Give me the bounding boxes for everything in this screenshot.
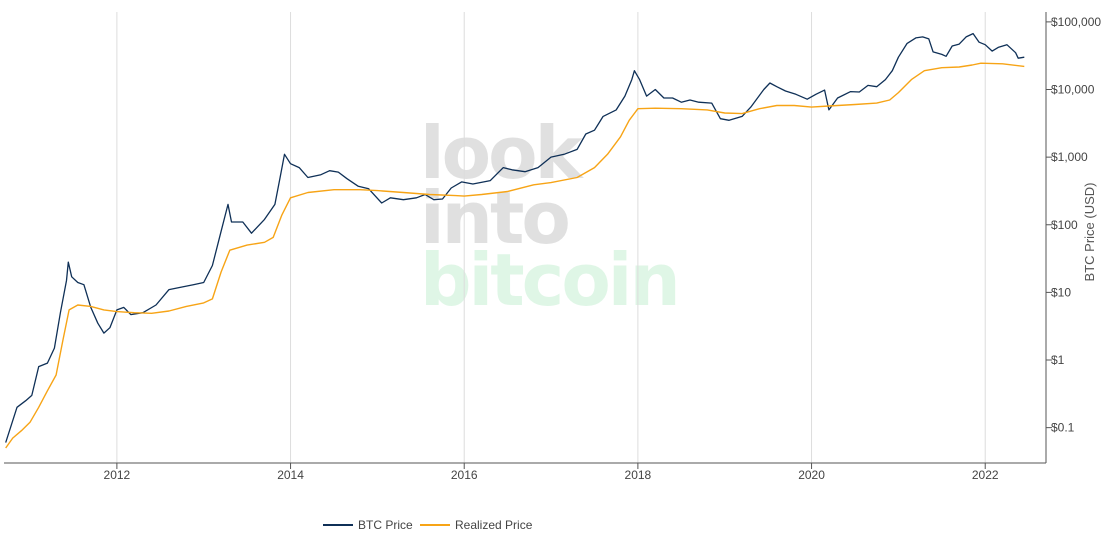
- legend-label-realized-price: Realized Price: [455, 518, 533, 532]
- x-tick-label-2016: 2016: [451, 468, 478, 482]
- legend-item-btc-price[interactable]: BTC Price: [323, 518, 413, 532]
- y-tick-label-5: $10,000: [1051, 83, 1095, 97]
- legend[interactable]: BTC Price Realized Price: [323, 518, 533, 532]
- legend-label-btc-price: BTC Price: [358, 518, 413, 532]
- y-tick-label-4: $1,000: [1051, 150, 1088, 164]
- x-tick-label-2014: 2014: [277, 468, 304, 482]
- x-axis-ticks: 2012 2014 2016 2018 2020 2022: [104, 463, 999, 482]
- y-tick-label-0: $0.1: [1051, 421, 1075, 435]
- lookintobitcoin-watermark: look into bitcoin: [420, 111, 681, 322]
- y-tick-label-1: $1: [1051, 353, 1065, 367]
- watermark-line-bitcoin: bitcoin: [420, 238, 678, 322]
- x-tick-label-2022: 2022: [972, 468, 999, 482]
- x-tick-label-2018: 2018: [625, 468, 652, 482]
- x-tick-label-2012: 2012: [104, 468, 131, 482]
- y-axis-title: BTC Price (USD): [1082, 183, 1097, 282]
- y-tick-label-2: $10: [1051, 285, 1071, 299]
- y-tick-label-3: $100: [1051, 218, 1078, 232]
- watermark-line-into: into: [420, 176, 568, 260]
- y-tick-label-6: $100,000: [1051, 15, 1101, 29]
- x-gridlines: [116, 12, 986, 463]
- series-lines: [5, 32, 1025, 449]
- x-tick-label-2020: 2020: [798, 468, 825, 482]
- series-line-realized-price: [5, 62, 1025, 449]
- legend-item-realized-price[interactable]: Realized Price: [420, 518, 533, 532]
- y-axis-ticks: $0.1 $1 $10 $100 $1,000 $10,000 $100,000: [1046, 15, 1101, 435]
